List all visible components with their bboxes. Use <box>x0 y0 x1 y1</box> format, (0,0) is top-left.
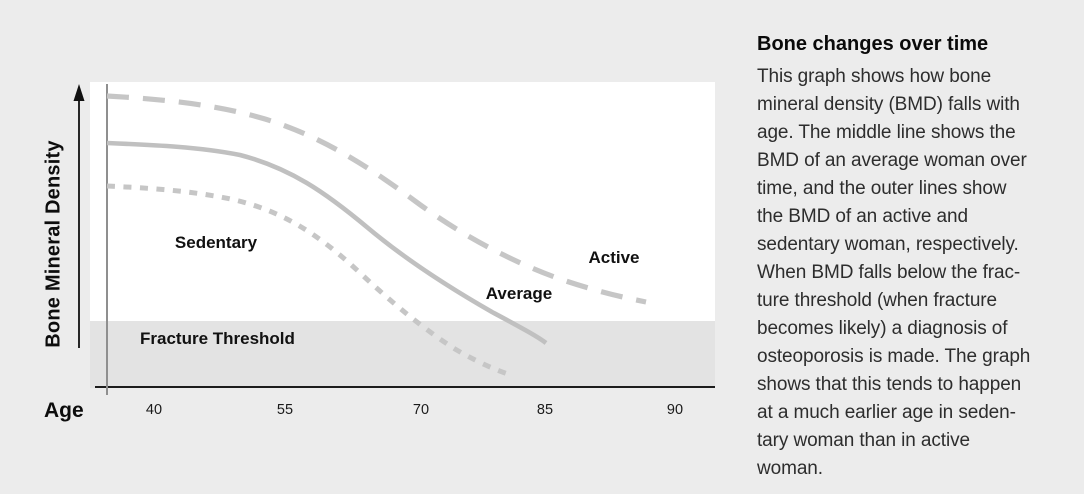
caption-text-line: at a much earlier age in seden- <box>757 402 1016 423</box>
caption-text-line: sedentary woman, respectively. <box>757 234 1019 255</box>
sedentary-series-label: Sedentary <box>174 233 258 252</box>
caption-text-line: When BMD falls below the frac- <box>757 262 1021 283</box>
caption-title: Bone changes over time <box>757 33 989 55</box>
caption-text-line: age. The middle line shows the <box>757 122 1016 143</box>
y-axis-arrow-icon <box>73 84 85 348</box>
caption-text-line: osteoporosis is made. The graph <box>757 346 1031 367</box>
plot-area <box>90 82 715 321</box>
x-tick-55: 55 <box>276 402 294 418</box>
caption-text-line: This graph shows how bone <box>757 66 992 87</box>
average-series-label: Average <box>485 284 553 303</box>
caption-panel: Bone changes over time This graph shows … <box>757 33 1042 483</box>
caption-text-line: ture threshold (when fracture <box>757 290 997 311</box>
caption-text-line: woman. <box>757 458 823 479</box>
x-tick-85: 85 <box>536 402 554 418</box>
active-series-label: Active <box>588 248 640 267</box>
y-axis-label: Bone Mineral Density <box>42 140 65 348</box>
x-tick-40: 40 <box>145 402 163 418</box>
caption-text-line: shows that this tends to happen <box>757 374 1022 395</box>
x-axis-label: Age <box>44 399 84 422</box>
x-tick-90: 90 <box>666 402 684 418</box>
caption-text-line: time, and the outer lines show <box>757 178 1007 199</box>
caption-body: This graph shows how bone mineral densit… <box>757 63 1042 483</box>
caption-text-line: the BMD of an active and <box>757 206 968 227</box>
caption-text-line: becomes likely) a diagnosis of <box>757 318 1008 339</box>
y-axis-line <box>106 84 108 395</box>
fracture-threshold-label: Fracture Threshold <box>140 329 295 348</box>
x-axis-line <box>95 386 715 388</box>
caption-text-line: BMD of an average woman over <box>757 150 1027 171</box>
caption-text-line: tary woman than in active <box>757 430 970 451</box>
x-tick-70: 70 <box>412 402 430 418</box>
caption-text-line: mineral density (BMD) falls with <box>757 94 1020 115</box>
